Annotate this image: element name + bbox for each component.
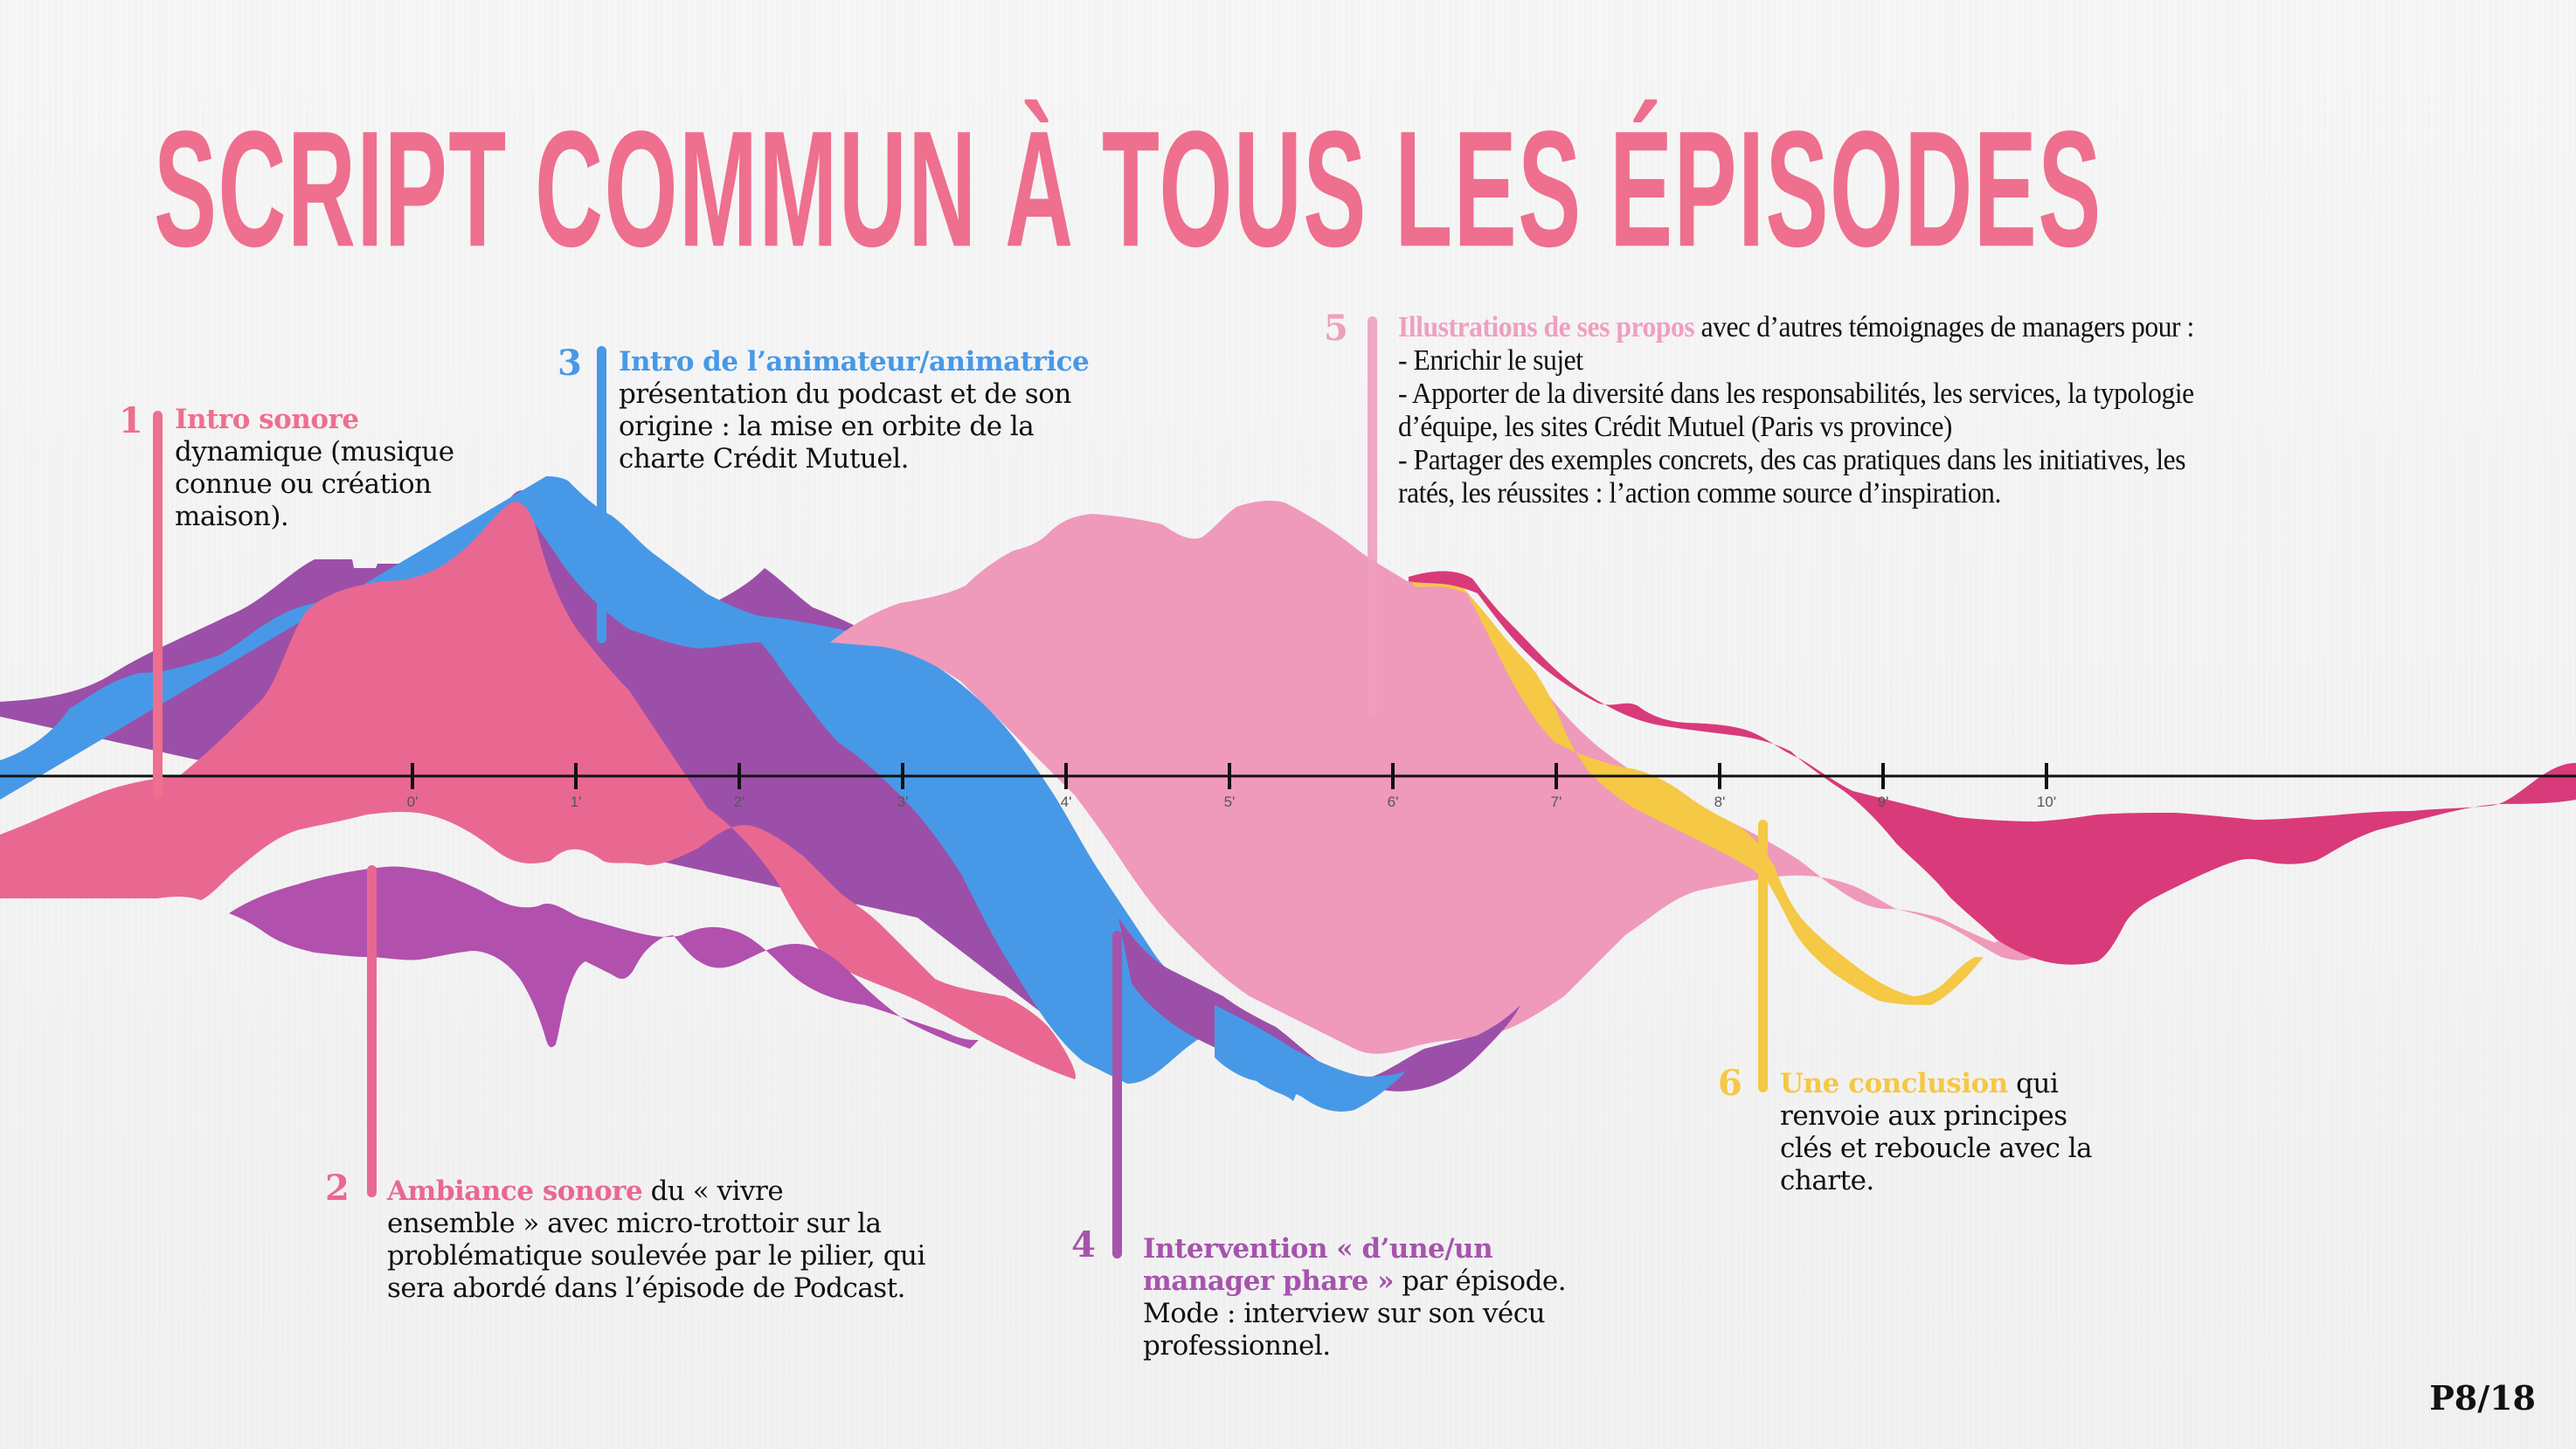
annotation-after-highlight: qui (2007, 1068, 2059, 1099)
axis-tick-label: 1' (571, 794, 582, 810)
stream-outro-top-edge (1409, 571, 1485, 597)
stream-outro (1409, 573, 2576, 965)
axis-tick-label: 2' (734, 794, 745, 810)
annotation-number: 5 (1324, 308, 1348, 349)
annotation-highlight: Intro de l’animateur/animatrice (619, 346, 1090, 378)
annotation-line: ensemble » avec micro-trottoir sur la (387, 1208, 882, 1239)
annotation-highlight: Intervention « d’une/un (1143, 1233, 1493, 1265)
annotation-line: maison). (175, 501, 289, 532)
axis-tick-label: 4' (1061, 794, 1072, 810)
annotation-number: 3 (557, 343, 582, 384)
annotation-number: 1 (119, 400, 143, 441)
annotation-line: - Apporter de la diversité dans les resp… (1398, 378, 2194, 410)
axis-ticks: 0' 1' 2' 3' 4' 5' 6' 7' 8' 9' 10' (407, 763, 2056, 810)
axis-tick-label: 5' (1224, 794, 1236, 810)
annotation-line: dynamique (musique (175, 436, 454, 468)
axis-tick-label: 3' (897, 794, 909, 810)
annotation-number: 2 (325, 1168, 350, 1209)
annotation-highlight: Intro sonore (175, 404, 359, 435)
annotation-line: connue ou création (175, 468, 432, 500)
annotation-line: d’équipe, les sites Crédit Mutuel (Paris… (1398, 411, 1952, 443)
annotation-connector (153, 411, 163, 798)
annotation-number: 4 (1071, 1224, 1096, 1265)
annotation-line: sera abordé dans l’épisode de Podcast. (387, 1272, 906, 1304)
axis-tick-label: 0' (407, 794, 419, 810)
annotation-line: - Enrichir le sujet (1398, 344, 1583, 377)
annotation-line: Mode : interview sur son vécu (1143, 1298, 1546, 1329)
annotation-line: clés et reboucle avec la (1780, 1133, 2093, 1164)
annotation-line: charte Crédit Mutuel. (619, 443, 909, 475)
annotation-after-highlight: du « vivre (642, 1175, 784, 1207)
annotation-line: - Partager des exemples concrets, des ca… (1398, 444, 2186, 476)
annotation-after-highlight: par épisode. (1394, 1265, 1567, 1297)
annotation-text: Intro de l’animateur/animatrice présenta… (619, 346, 1090, 475)
stream-ambiance-sonore (229, 866, 979, 1049)
stream-intro-animateur-tail (1215, 1005, 1407, 1112)
annotation-highlight: manager phare » (1143, 1265, 1395, 1297)
annotation-line: origine : la mise en orbite de la (619, 411, 1035, 442)
axis-tick-label: 7' (1551, 794, 1562, 810)
annotation-number: 6 (1718, 1063, 1742, 1104)
axis-tick-label: 10' (2037, 794, 2056, 810)
annotation-line: ratés, les réussites : l’action comme so… (1398, 477, 2001, 510)
annotation-highlight: Une conclusion (1780, 1068, 2008, 1099)
stream-intro-sonore (0, 502, 1076, 1079)
annotation-text: Ambiance sonore du « vivre ensemble » av… (387, 1175, 925, 1305)
annotation-line: problématique soulevée par le pilier, qu… (387, 1240, 925, 1272)
annotation-text: Une conclusion qui renvoie aux principes… (1780, 1068, 2093, 1197)
annotation-line: renvoie aux principes (1780, 1100, 2067, 1132)
axis-tick-label: 6' (1388, 794, 1399, 810)
annotation-highlight: Illustrations de ses propos (1398, 311, 1695, 343)
annotation-line: charte. (1780, 1165, 1874, 1196)
stream-intro-animateur (0, 476, 1302, 1101)
annotation-after-highlight: avec d’autres témoignages de managers po… (1694, 311, 2195, 343)
annotation-connector (1112, 931, 1122, 1258)
annotation-connector (1368, 316, 1377, 717)
annotation-line: présentation du podcast et de son (619, 378, 1071, 410)
annotation-text: Intro sonore dynamique (musique connue o… (175, 404, 454, 533)
axis-tick-label: 9' (1878, 794, 1889, 810)
annotation-text: Intervention « d’une/un manager phare » … (1143, 1233, 1567, 1362)
annotation-line: professionnel. (1143, 1330, 1331, 1362)
axis-tick-label: 8' (1714, 794, 1726, 810)
annotation-highlight: Ambiance sonore (387, 1175, 643, 1207)
page-number: P8/18 (2429, 1378, 2536, 1418)
annotation-connector (367, 865, 377, 1197)
annotation-connector (1758, 820, 1768, 1092)
annotation-connector (597, 346, 606, 643)
annotation-text: Illustrations de ses propos avec d’autre… (1398, 311, 2194, 510)
